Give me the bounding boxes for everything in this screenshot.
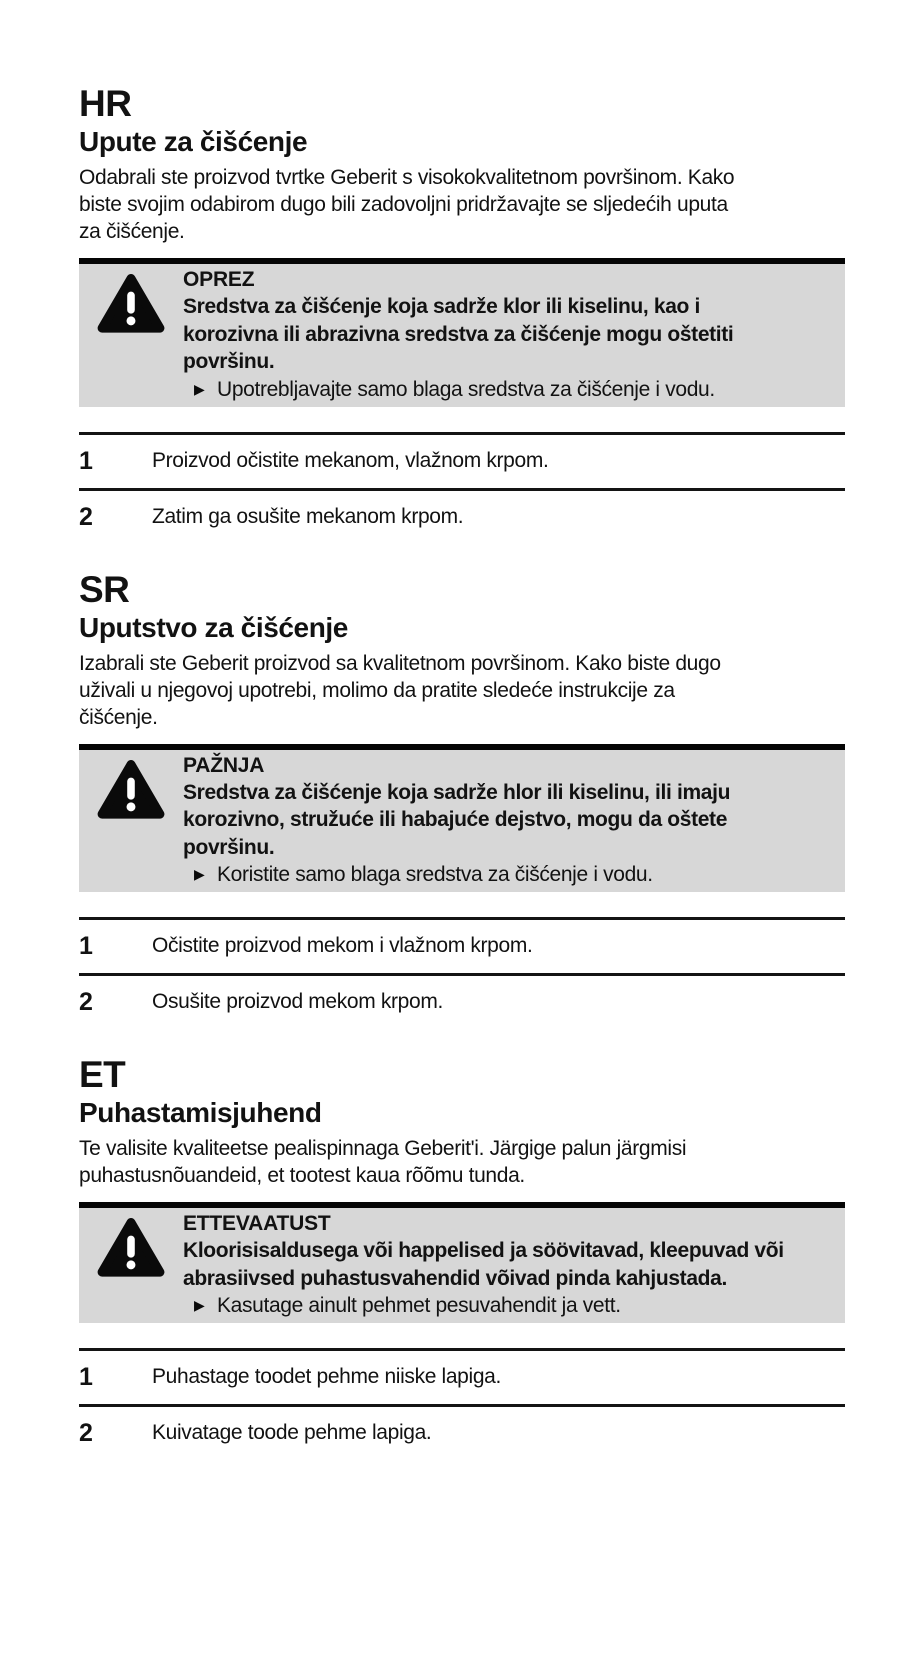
warning-body: ETTEVAATUST Kloorisisaldusega või happel… [183, 1211, 831, 1319]
warning-body: OPREZ Sredstva za čišćenje koja sadrže k… [183, 267, 831, 403]
warning-box: PAŽNJA Sredstva za čišćenje koja sadrže … [79, 743, 845, 892]
warning-action-row: ▶ Upotrebljavajte samo blaga sredstva za… [183, 376, 831, 403]
intro-line: čišćenje. [79, 705, 158, 729]
warning-icon-column [79, 753, 183, 826]
step-text: Proizvod očistite mekanom, vlažnom krpom… [152, 448, 549, 472]
page-content: HR Upute za čišćenje Odabrali ste proizv… [79, 84, 845, 1460]
step-number: 2 [79, 1419, 93, 1447]
step-number: 1 [79, 932, 93, 960]
warning-text-line: Sredstva za čišćenje koja sadrže hlor il… [183, 780, 731, 804]
warning-label: PAŽNJA [183, 753, 265, 777]
intro-line: Odabrali ste proizvod tvrtke Geberit s v… [79, 166, 735, 189]
step-text: Osušite proizvod mekom krpom. [152, 990, 443, 1013]
warning-text-line: korozivna ili abrazivna sredstva za čišć… [183, 322, 734, 346]
step-number: 1 [79, 446, 93, 475]
warning-action-text: Upotrebljavajte samo blaga sredstva za č… [217, 377, 715, 401]
warning-text-line: korozivno, stružuće ili habajuće dejstvo… [183, 808, 728, 831]
warning-text-line: površinu. [183, 835, 275, 859]
step-text: Zatim ga osušite mekanom krpom. [152, 504, 464, 528]
action-arrow-icon: ▶ [194, 1297, 205, 1313]
warning-body: PAŽNJA Sredstva za čišćenje koja sadrže … [183, 753, 831, 889]
section-et: ET Puhastamisjuhend Te valisite kvalitee… [79, 1055, 845, 1460]
step-number: 2 [79, 502, 93, 531]
intro-line: Te valisite kvaliteetse pealispinnaga Ge… [79, 1137, 687, 1160]
language-code-heading: SR [79, 568, 130, 610]
warning-label: OPREZ [183, 268, 255, 291]
warning-text: Sredstva za čišćenje koja sadrže hlor il… [183, 779, 831, 862]
step-row: 2 Kuivatage toode pehme lapiga. [79, 1404, 845, 1460]
warning-text: Sredstva za čišćenje koja sadrže klor il… [183, 293, 831, 376]
step-row: 2 Zatim ga osušite mekanom krpom. [79, 487, 845, 544]
warning-box: ETTEVAATUST Kloorisisaldusega või happel… [79, 1202, 845, 1323]
step-number: 2 [79, 988, 93, 1016]
intro-line: Izabrali ste Geberit proizvod sa kvalite… [79, 651, 721, 675]
warning-text-line: Sredstva za čišćenje koja sadrže klor il… [183, 295, 700, 318]
warning-triangle-icon [96, 273, 166, 340]
step-text: Očistite proizvod mekom i vlažnom krpom. [152, 934, 533, 957]
warning-triangle-icon [96, 1217, 166, 1284]
intro-line: puhastusnõuandeid, et tootest kaua rõõmu… [79, 1164, 525, 1187]
warning-action-text: Kasutage ainult pehmet pesuvahendit ja v… [217, 1294, 621, 1317]
intro-line: za čišćenje. [79, 220, 185, 243]
step-row: 2 Osušite proizvod mekom krpom. [79, 973, 845, 1029]
warning-text: Kloorisisaldusega või happelised ja sööv… [183, 1237, 831, 1292]
language-code-heading: ET [79, 1054, 126, 1095]
warning-box: OPREZ Sredstva za čišćenje koja sadrže k… [79, 258, 845, 407]
warning-action-row: ▶ Kasutage ainult pehmet pesuvahendit ja… [183, 1292, 831, 1319]
warning-text-line: površinu. [183, 350, 275, 373]
section-title: Puhastamisjuhend [79, 1097, 322, 1128]
warning-triangle-icon [96, 759, 166, 826]
step-row: 1 Očistite proizvod mekom i vlažnom krpo… [79, 917, 845, 973]
steps-list: 1 Proizvod očistite mekanom, vlažnom krp… [79, 431, 845, 544]
step-text: Kuivatage toode pehme lapiga. [152, 1421, 432, 1444]
language-code-heading: HR [79, 83, 132, 124]
steps-list: 1 Puhastage toodet pehme niiske lapiga. … [79, 1348, 845, 1460]
intro-paragraph: Odabrali ste proizvod tvrtke Geberit s v… [79, 164, 845, 245]
action-arrow-icon: ▶ [194, 380, 205, 397]
intro-line: uživali u njegovoj upotrebi, molimo da p… [79, 678, 675, 702]
step-row: 1 Puhastage toodet pehme niiske lapiga. [79, 1348, 845, 1404]
step-text: Puhastage toodet pehme niiske lapiga. [152, 1365, 501, 1388]
section-title: Uputstvo za čišćenje [79, 611, 348, 643]
warning-text-line: Kloorisisaldusega või happelised ja sööv… [183, 1239, 784, 1262]
intro-line: biste svojim odabirom dugo bili zadovolj… [79, 193, 728, 216]
section-hr: HR Upute za čišćenje Odabrali ste proizv… [79, 84, 845, 544]
action-arrow-icon: ▶ [194, 866, 205, 882]
section-title: Upute za čišćenje [79, 126, 308, 157]
warning-action-text: Koristite samo blaga sredstva za čišćenj… [217, 863, 653, 886]
step-row: 1 Proizvod očistite mekanom, vlažnom krp… [79, 431, 845, 488]
section-sr: SR Uputstvo za čišćenje Izabrali ste Geb… [79, 568, 845, 1030]
step-number: 1 [79, 1363, 93, 1391]
warning-action-row: ▶ Koristite samo blaga sredstva za čišće… [183, 861, 831, 888]
steps-list: 1 Očistite proizvod mekom i vlažnom krpo… [79, 917, 845, 1029]
warning-icon-column [79, 1211, 183, 1284]
warning-icon-column [79, 267, 183, 340]
warning-label: ETTEVAATUST [183, 1212, 331, 1235]
intro-paragraph: Izabrali ste Geberit proizvod sa kvalite… [79, 650, 845, 731]
warning-text-line: abrasiivsed puhastusvahendid võivad pind… [183, 1266, 727, 1290]
intro-paragraph: Te valisite kvaliteetse pealispinnaga Ge… [79, 1135, 845, 1189]
